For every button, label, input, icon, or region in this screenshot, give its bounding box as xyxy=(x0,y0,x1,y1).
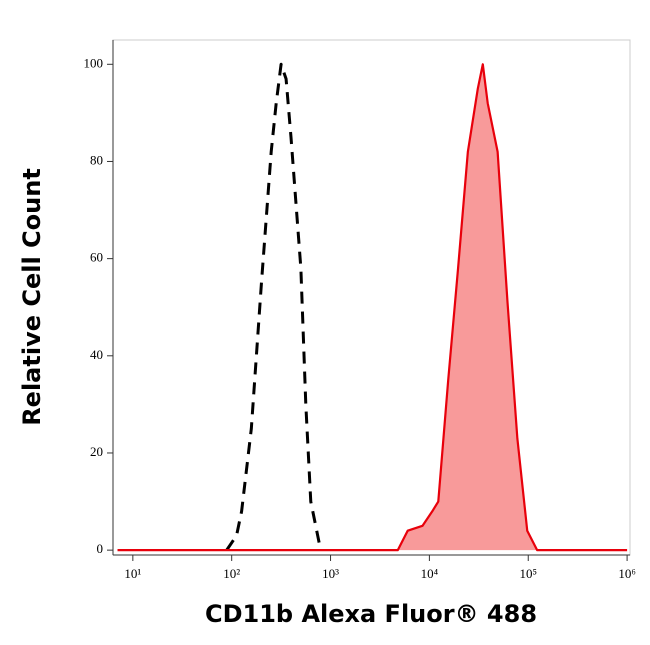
x-tick-label: 10⁵ xyxy=(519,566,537,581)
x-tick-label: 10⁴ xyxy=(421,566,439,581)
plot-frame xyxy=(112,39,631,556)
area xyxy=(117,64,628,551)
x-axis-label: CD11b Alexa Fluor® 488 xyxy=(205,600,537,628)
x-tick-label: 10¹ xyxy=(124,566,141,581)
x-tick-label: 10² xyxy=(223,566,240,581)
x-tick-label: 10³ xyxy=(322,566,339,581)
y-axis-label: Relative Cell Count xyxy=(18,168,46,426)
y-tick-label: 60 xyxy=(90,250,103,265)
y-tick-label: 100 xyxy=(84,55,104,70)
y-tick-label: 20 xyxy=(90,444,103,459)
line xyxy=(225,62,323,551)
x-tick-label: 10⁶ xyxy=(618,566,636,581)
line xyxy=(117,63,628,552)
y-tick-label: 80 xyxy=(90,152,103,167)
y-tick-label: 0 xyxy=(97,541,104,556)
y-tick-label: 40 xyxy=(90,347,103,362)
